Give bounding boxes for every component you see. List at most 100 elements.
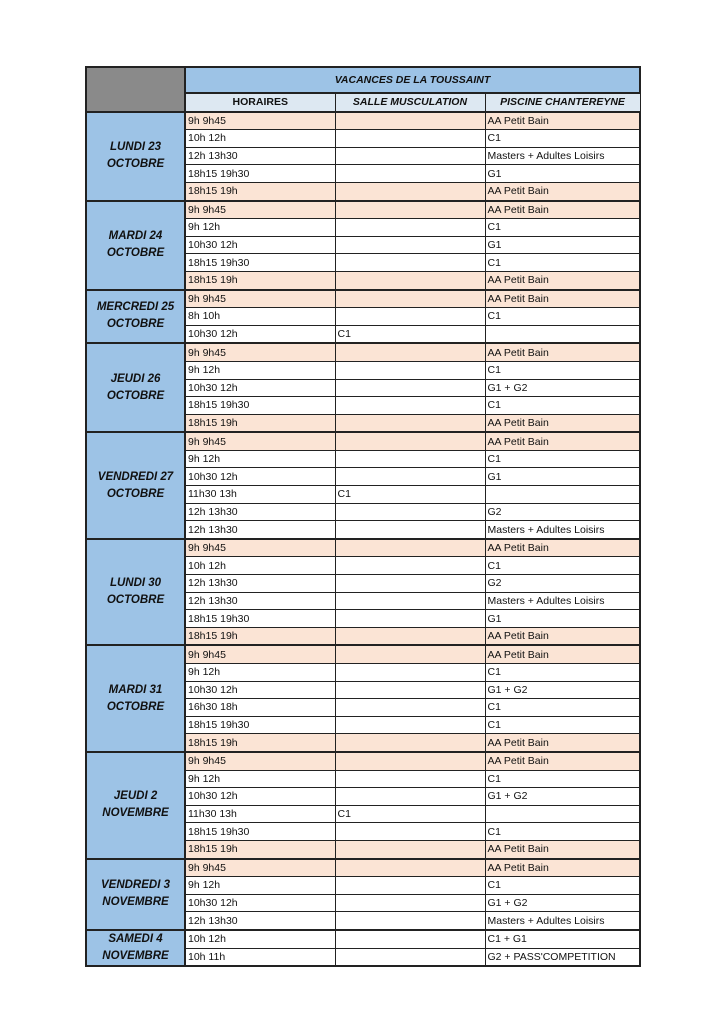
table-title: VACANCES DE LA TOUSSAINT bbox=[184, 66, 641, 94]
piscine-cell: G1 + G2 bbox=[484, 378, 641, 398]
day-label: MERCREDI 25 OCTOBRE bbox=[85, 288, 186, 345]
table-row: LUNDI 30 OCTOBRE 9h 9h45 AA Petit Bain bbox=[85, 537, 641, 647]
piscine-cell: AA Petit Bain bbox=[484, 199, 641, 220]
table-row: SAMEDI 4 NOVEMBRE 10h 12h C1 + G1 bbox=[85, 928, 641, 968]
schedule-body: LUNDI 23 OCTOBRE 9h 9h45 AA Petit Bain 10h 1… bbox=[85, 110, 641, 968]
piscine-cell bbox=[484, 324, 641, 345]
piscine-cell: G1 + G2 bbox=[484, 680, 641, 700]
salle-cell: C1 bbox=[334, 485, 486, 504]
salle-cell bbox=[334, 449, 486, 469]
salle-cell bbox=[334, 591, 486, 611]
time-cell: 18h15 19h bbox=[184, 626, 336, 647]
piscine-cell: G2 + PASS'COMPETITION bbox=[484, 947, 641, 968]
table-row: 18h15 19h AA Petit Bain bbox=[86, 181, 641, 202]
table-row: 18h15 19h AA Petit Bain bbox=[86, 413, 641, 434]
day-label-line: VENDREDI 3 bbox=[100, 879, 171, 892]
piscine-cell: G1 bbox=[484, 235, 641, 255]
piscine-cell: G1 + G2 bbox=[484, 893, 641, 913]
day-label-line: MARDI 24 bbox=[108, 230, 163, 243]
time-cell: 9h 9h45 bbox=[184, 288, 336, 309]
day-label-line: OCTOBRE bbox=[106, 487, 165, 500]
day-label-line: NOVEMBRE bbox=[102, 950, 169, 962]
time-cell: 9h 12h bbox=[184, 360, 336, 380]
table-row: 18h15 19h AA Petit Bain bbox=[86, 626, 641, 647]
table-row: MERCREDI 25 OCTOBRE 9h 9h45 AA Petit Bain bbox=[85, 288, 641, 345]
time-cell: 10h30 12h bbox=[184, 893, 336, 913]
time-cell: 16h30 18h bbox=[184, 698, 336, 717]
day-label-line: NOVEMBRE bbox=[102, 896, 169, 909]
table-row: 9h 12h C1 bbox=[86, 218, 641, 237]
table-row: VENDREDI 3 NOVEMBRE 9h 9h45 AA Petit Bain bbox=[85, 857, 641, 931]
salle-cell bbox=[334, 787, 486, 806]
table-row: 18h15 19h30 C1 bbox=[86, 396, 641, 415]
time-cell: 11h30 13h bbox=[184, 485, 336, 504]
salle-cell bbox=[334, 431, 486, 451]
time-cell: 11h30 13h bbox=[184, 804, 336, 824]
time-cell: 18h15 19h30 bbox=[184, 253, 336, 272]
salle-cell bbox=[334, 680, 486, 700]
salle-cell bbox=[334, 876, 486, 895]
time-cell: 18h15 19h bbox=[184, 413, 336, 434]
salle-cell bbox=[334, 235, 486, 255]
table-row: JEUDI 26 OCTOBRE 9h 9h45 AA Petit Bain bbox=[85, 342, 641, 434]
salle-cell bbox=[334, 928, 486, 949]
day-label: LUNDI 30 OCTOBRE bbox=[85, 537, 186, 647]
salle-cell bbox=[334, 839, 486, 860]
salle-cell bbox=[334, 164, 486, 183]
salle-cell bbox=[334, 307, 486, 326]
salle-cell bbox=[334, 857, 486, 878]
day-label-line: OCTOBRE bbox=[106, 158, 165, 171]
piscine-cell: AA Petit Bain bbox=[484, 644, 641, 665]
time-cell: 12h 13h30 bbox=[184, 591, 336, 611]
time-cell: 10h30 12h bbox=[184, 235, 336, 255]
piscine-cell: G1 bbox=[484, 164, 641, 183]
day-label-line: NOVEMBRE bbox=[102, 807, 169, 820]
time-cell: 9h 9h45 bbox=[184, 750, 336, 771]
salle-cell bbox=[334, 733, 486, 753]
time-cell: 8h 10h bbox=[184, 307, 336, 326]
salle-cell bbox=[334, 911, 486, 931]
salle-cell bbox=[334, 663, 486, 682]
day-label-line: SAMEDI 4 bbox=[108, 933, 163, 945]
piscine-cell: C1 bbox=[484, 715, 641, 735]
time-cell: 10h30 12h bbox=[184, 378, 336, 398]
table-row: 10h30 12h G1 + G2 bbox=[86, 680, 641, 700]
salle-cell bbox=[334, 750, 486, 771]
salle-cell bbox=[334, 769, 486, 789]
table-row: 12h 13h30 Masters + Adultes Loisirs bbox=[86, 911, 641, 931]
time-cell: 18h15 19h bbox=[184, 733, 336, 753]
salle-cell bbox=[334, 502, 486, 522]
table-row: 9h 12h C1 bbox=[86, 449, 641, 469]
time-cell: 12h 13h30 bbox=[184, 502, 336, 522]
table-row: 9h 12h C1 bbox=[86, 663, 641, 682]
table-row: 10h 11h G2 + PASS'COMPETITION bbox=[86, 947, 641, 968]
table-row: 18h15 19h30 C1 bbox=[86, 715, 641, 735]
time-cell: 18h15 19h30 bbox=[184, 715, 336, 735]
day-label: JEUDI 2 NOVEMBRE bbox=[85, 750, 186, 860]
piscine-cell: AA Petit Bain bbox=[484, 857, 641, 878]
table-row: 9h 12h C1 bbox=[86, 876, 641, 895]
time-cell: 10h30 12h bbox=[184, 787, 336, 806]
salle-cell bbox=[334, 129, 486, 148]
salle-cell bbox=[334, 342, 486, 362]
day-label-line: OCTOBRE bbox=[106, 318, 165, 331]
table-row: 18h15 19h AA Petit Bain bbox=[86, 270, 641, 291]
time-cell: 10h 12h bbox=[184, 928, 336, 949]
piscine-cell: G1 + G2 bbox=[484, 787, 641, 806]
piscine-cell: C1 + G1 bbox=[484, 928, 641, 949]
time-cell: 10h30 12h bbox=[184, 467, 336, 487]
piscine-cell: G2 bbox=[484, 574, 641, 593]
time-cell: 18h15 19h30 bbox=[184, 822, 336, 841]
salle-cell bbox=[334, 467, 486, 487]
day-label: LUNDI 23 OCTOBRE bbox=[85, 110, 186, 202]
table-row: 10h30 12h G1 + G2 bbox=[86, 787, 641, 806]
day-label-line: JEUDI 2 bbox=[113, 790, 158, 803]
piscine-cell: C1 bbox=[484, 253, 641, 272]
piscine-cell: Masters + Adultes Loisirs bbox=[484, 520, 641, 540]
piscine-cell: AA Petit Bain bbox=[484, 181, 641, 202]
piscine-cell: C1 bbox=[484, 449, 641, 469]
piscine-cell: AA Petit Bain bbox=[484, 733, 641, 753]
time-cell: 10h30 12h bbox=[184, 680, 336, 700]
piscine-cell: Masters + Adultes Loisirs bbox=[484, 591, 641, 611]
piscine-cell: C1 bbox=[484, 360, 641, 380]
